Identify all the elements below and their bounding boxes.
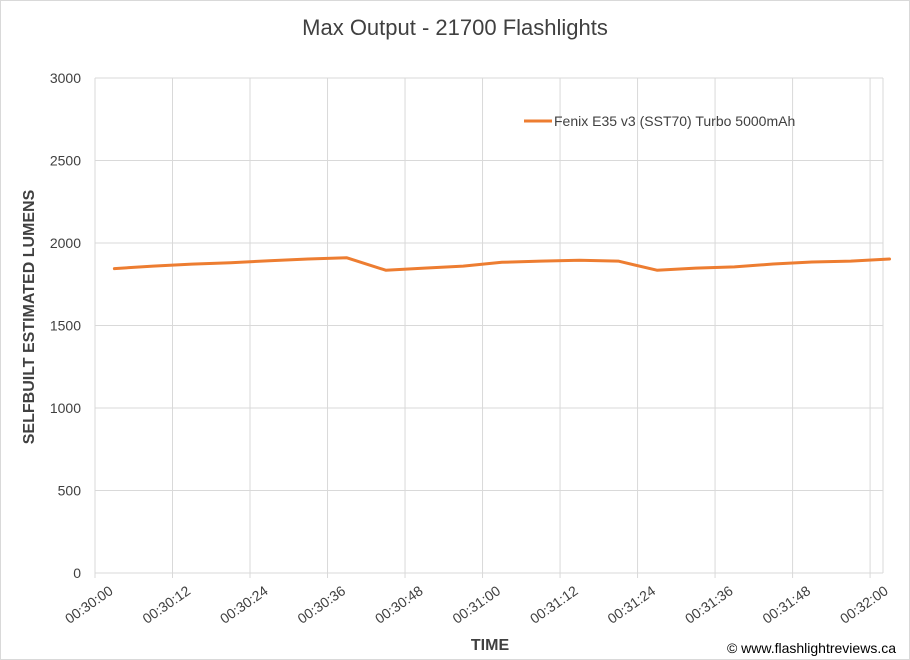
x-tick-label: 00:31:36 <box>682 582 736 626</box>
x-tick-label: 00:30:48 <box>372 582 426 626</box>
y-tick-label: 500 <box>58 483 82 499</box>
series-line <box>112 256 891 272</box>
x-tick-label: 00:30:24 <box>217 582 271 626</box>
x-tick-label: 00:30:00 <box>62 582 116 626</box>
gridlines <box>94 77 884 578</box>
x-tick-label: 00:31:12 <box>527 582 581 626</box>
y-axis-title: SELFBUILT ESTIMATED LUMENS <box>21 189 38 444</box>
legend-label: Fenix E35 v3 (SST70) Turbo 5000mAh <box>554 113 795 129</box>
x-tick-label: 00:31:00 <box>449 582 503 626</box>
y-tick-label: 2000 <box>50 235 81 251</box>
chart-title: Max Output - 21700 Flashlights <box>302 15 608 40</box>
y-axis-ticks: 0 500 1000 1500 2000 2500 3000 <box>50 70 81 581</box>
x-tick-label: 00:31:24 <box>604 582 658 626</box>
y-tick-label: 1000 <box>50 400 81 416</box>
y-tick-label: 2500 <box>50 153 81 169</box>
legend: Fenix E35 v3 (SST70) Turbo 5000mAh <box>524 113 795 129</box>
x-axis-title: TIME <box>471 637 510 654</box>
credit-text: © www.flashlightreviews.ca <box>727 640 896 656</box>
series-layer <box>112 256 891 272</box>
x-tick-label: 00:30:12 <box>139 582 193 626</box>
x-axis-ticks: 00:30:00 00:30:12 00:30:24 00:30:36 00:30:48… <box>62 582 891 626</box>
y-tick-label: 0 <box>73 565 81 581</box>
x-tick-label: 00:30:36 <box>294 582 348 626</box>
x-tick-label: 00:31:48 <box>759 582 813 626</box>
x-tick-label: 00:32:00 <box>837 582 891 626</box>
y-tick-label: 3000 <box>50 70 81 86</box>
y-tick-label: 1500 <box>50 318 81 334</box>
